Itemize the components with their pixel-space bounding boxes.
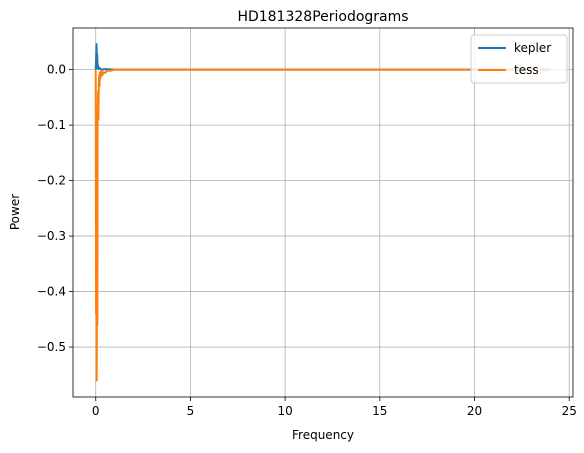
y-tick-label: −0.2: [37, 174, 66, 188]
legend-label-kepler: kepler: [514, 41, 551, 55]
x-tick-label: 15: [372, 404, 387, 418]
x-tick-label: 10: [277, 404, 292, 418]
y-tick-label: 0.0: [47, 63, 66, 77]
x-tick-label: 5: [187, 404, 195, 418]
legend-label-tess: tess: [514, 63, 539, 77]
x-axis-label: Frequency: [292, 428, 354, 442]
y-axis-label: Power: [8, 194, 22, 230]
legend: kepler tess: [470, 34, 568, 84]
x-tick-label: 0: [92, 404, 100, 418]
plot-frame: [72, 27, 574, 398]
y-tick-label: −0.4: [37, 285, 66, 299]
x-tick-label: 25: [562, 404, 577, 418]
y-tick-label: −0.1: [37, 118, 66, 132]
plot-lines: [94, 43, 551, 382]
x-tick-label: 20: [467, 404, 482, 418]
y-tick-label: −0.3: [37, 229, 66, 243]
y-ticks: 0.0 −0.1 −0.2 −0.3 −0.4 −0.5: [37, 63, 73, 354]
y-tick-label: −0.5: [37, 340, 66, 354]
x-ticks: 0 5 10 15 20 25: [92, 397, 577, 418]
series-line-tess: [94, 68, 551, 382]
chart-title: HD181328Periodograms: [237, 9, 408, 25]
